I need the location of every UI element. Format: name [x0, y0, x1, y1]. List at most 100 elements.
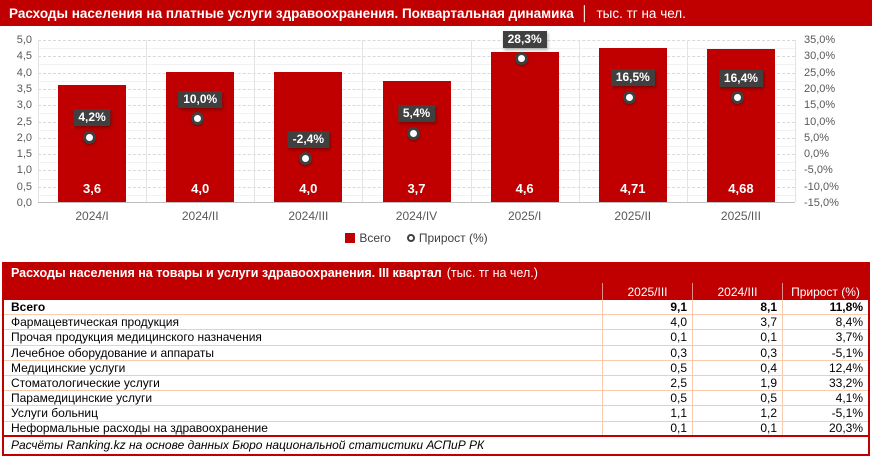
y-axis-left-tick: 2,5	[16, 115, 32, 128]
bar-value-label: 4,68	[728, 181, 754, 196]
growth-percent-label: 10,0%	[178, 90, 223, 108]
row-label: Прочая продукция медицинского назначения	[11, 330, 262, 345]
row-value: 0,3	[692, 345, 782, 360]
y-axis-right-tick: 30,0%	[804, 50, 836, 63]
table-row: Лечебное оборудование и аппараты 0,3 0,3 -5…	[4, 345, 868, 361]
bar-value-label: 3,6	[83, 181, 102, 196]
gridline-minor	[38, 80, 795, 82]
growth-dot	[82, 130, 96, 144]
y-axis-right-tick: 10,0%	[804, 115, 836, 128]
row-value: 0,1	[602, 330, 692, 345]
total-bar: 4,6	[490, 52, 559, 202]
bar-value-label: 4,6	[515, 181, 534, 196]
col-header-growth: Прирост (%)	[782, 283, 868, 300]
row-label: Услуги больниц	[11, 406, 98, 421]
bar-value-label: 4,0	[299, 181, 318, 196]
page-title: Расходы населения на платные услуги здра…	[9, 5, 574, 21]
x-axis-label: 2024/IV	[395, 209, 438, 223]
bar-series-marker-icon	[345, 233, 356, 243]
chart-legend: Всего Прирост (%)	[38, 228, 795, 248]
page-title-unit: тыс. тг на чел.	[596, 5, 686, 21]
row-value: 1,1	[602, 406, 692, 421]
health-expense-table: Расходы населения на товары и услуги здр…	[2, 262, 870, 456]
growth-percent-label: 28,3%	[502, 30, 547, 48]
table-row: Парамедицинские услуги 0,5 0,5 4,1%	[4, 391, 868, 407]
row-label: Всего	[11, 300, 46, 315]
bar-value-label: 4,71	[620, 181, 646, 196]
bar-value-label: 3,7	[407, 181, 426, 196]
growth-dot	[407, 126, 420, 140]
row-label: Медицинские услуги	[11, 360, 126, 375]
y-axis-right-tick: -15,0%	[804, 197, 839, 209]
gridline-major	[38, 56, 795, 58]
growth-dot	[623, 90, 637, 104]
row-value: 0,4	[692, 360, 782, 375]
gridline-minor	[38, 64, 795, 66]
y-axis-right-tick: -10,0%	[804, 180, 839, 193]
y-axis-left-tick: 0,0	[16, 197, 32, 209]
row-label: Неформальные расходы на здравоохранение	[11, 421, 268, 435]
growth-percent-label: 4,2%	[73, 109, 111, 127]
table-row: Стоматологические услуги 2,5 1,9 33,2%	[4, 375, 868, 392]
row-value: 1,2	[692, 406, 782, 421]
y-axis-left-tick: 1,5	[16, 148, 32, 161]
growth-dot	[298, 152, 312, 166]
gridline-major	[38, 40, 795, 41]
y-axis-right-tick: 20,0%	[804, 82, 836, 95]
table-row: Всего 9,1 8,1 11,8%	[4, 300, 868, 316]
table-title: Расходы населения на товары и услуги здр…	[11, 265, 442, 280]
table-row: Услуги больниц 1,1 1,2 -5,1%	[4, 406, 868, 422]
total-bar: 4,0	[166, 71, 235, 202]
y-axis-right-tick: 25,0%	[804, 66, 836, 79]
row-value: 0,3	[602, 345, 692, 360]
gridline-minor	[38, 48, 795, 50]
table-header-row: 2025/III 2024/III Прирост (%)	[4, 283, 868, 300]
category-separator-line	[795, 40, 796, 202]
row-value: 11,8%	[782, 300, 868, 315]
row-value: 4,1%	[782, 391, 868, 406]
y-axis-left-tick: 0,5	[16, 180, 32, 193]
growth-percent-label: 16,4%	[718, 69, 763, 87]
row-label: Лечебное оборудование и аппараты	[11, 345, 214, 360]
category-separator-line	[38, 40, 39, 202]
row-value: 33,2%	[782, 375, 868, 391]
row-value: 8,1	[692, 300, 782, 315]
row-value: 0,5	[602, 391, 692, 406]
growth-dot	[515, 52, 529, 66]
growth-percent-label: -2,4%	[287, 130, 330, 148]
table-row: Медицинские услуги 0,5 0,4 12,4%	[4, 360, 868, 376]
y-axis-right-tick: 5,0%	[804, 131, 830, 144]
row-label: Стоматологические услуги	[11, 376, 160, 391]
table-title-bar: Расходы населения на товары и услуги здр…	[4, 262, 868, 283]
legend-label-total: Всего	[359, 231, 391, 245]
y-axis-left-tick: 3,5	[16, 82, 32, 95]
y-axis-left-tick: 4,0	[16, 66, 32, 79]
x-axis-label: 2025/III	[720, 209, 761, 223]
growth-dot	[731, 91, 745, 105]
row-value: 12,4%	[782, 360, 868, 375]
total-bar: 3,7	[382, 81, 451, 202]
table-footer-note: Расчёты Ranking.kz на основе данных Бюро…	[4, 437, 868, 456]
y-axis-right-tick: 15,0%	[804, 99, 836, 112]
row-value: 8,4%	[782, 315, 868, 330]
table-row: Неформальные расходы на здравоохранение 0…	[4, 421, 868, 437]
row-label: Парамедицинские услуги	[11, 391, 153, 406]
y-axis-right-tick: -5,0%	[804, 164, 833, 177]
y-axis-left-tick: 5,0	[16, 34, 32, 46]
row-value: 4,0	[602, 315, 692, 330]
row-value: 0,5	[692, 391, 782, 406]
row-value: 3,7	[692, 315, 782, 330]
row-value: 0,1	[602, 421, 692, 435]
category-separator-line	[254, 40, 256, 202]
row-value: 9,1	[602, 300, 692, 315]
bar-value-label: 4,0	[191, 181, 210, 196]
row-value: 20,3%	[782, 421, 868, 435]
gridline-major	[38, 72, 795, 74]
row-label: Фармацевтическая продукция	[11, 315, 179, 330]
legend-item-total: Всего	[345, 231, 391, 245]
dot-series-marker-icon	[406, 234, 415, 242]
row-value: 0,1	[692, 330, 782, 345]
growth-percent-label: 16,5%	[610, 69, 655, 87]
col-header-label	[4, 283, 602, 300]
row-value: 1,9	[692, 375, 782, 391]
